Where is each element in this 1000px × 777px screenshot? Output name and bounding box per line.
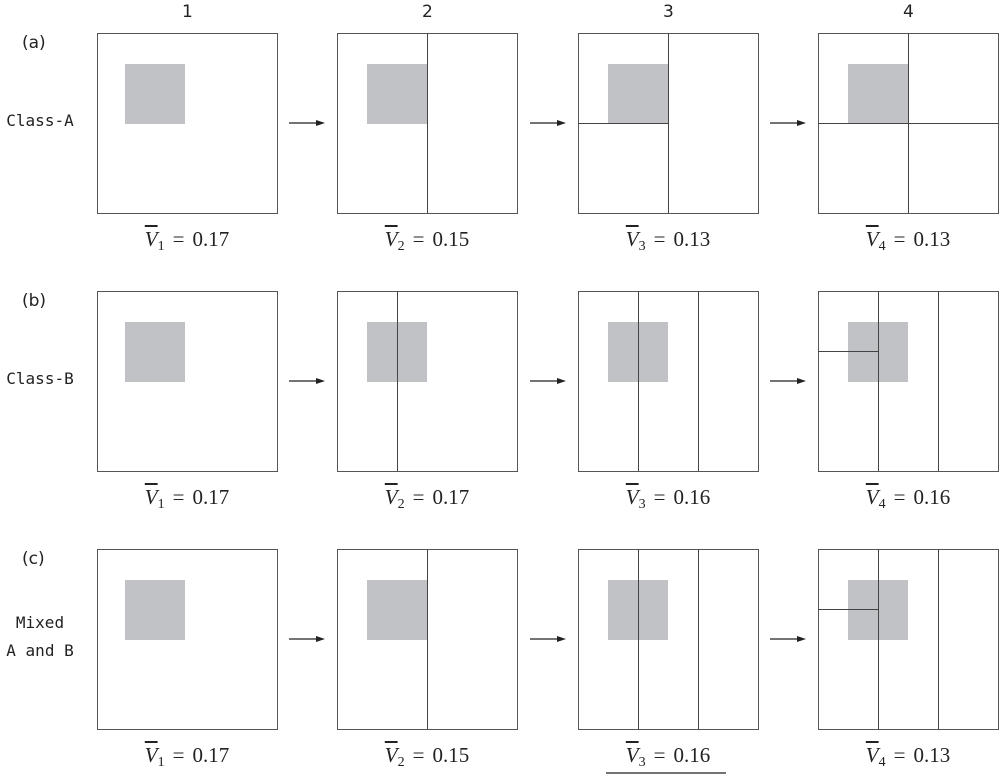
panel — [578, 549, 759, 730]
arrow-head — [797, 378, 806, 384]
panel — [818, 291, 999, 472]
caption: V4 = 0.16 — [818, 485, 998, 513]
index: 3 — [638, 239, 646, 254]
caption: V1 = 0.17 — [97, 485, 277, 513]
index: 4 — [878, 755, 886, 770]
gray-region — [367, 580, 427, 640]
symbol: V — [625, 743, 639, 767]
gray-region — [608, 64, 668, 124]
panel — [337, 291, 518, 472]
caption: V3 = 0.13 — [578, 227, 758, 255]
value: 0.13 — [913, 743, 951, 767]
caption: V2 = 0.15 — [337, 743, 517, 771]
gray-region — [848, 64, 908, 124]
gray-region — [125, 322, 185, 382]
caption: V4 = 0.13 — [818, 227, 998, 255]
index: 1 — [157, 239, 165, 254]
arrow-head — [557, 378, 566, 384]
symbol: V — [384, 485, 398, 509]
row-label: Class-B — [6, 369, 74, 388]
index: 3 — [638, 497, 646, 512]
index: 3 — [638, 755, 646, 770]
index: 2 — [397, 755, 405, 770]
arrow-head — [316, 120, 325, 126]
symbol: V — [384, 743, 398, 767]
operator: = — [412, 485, 425, 509]
symbol: V — [144, 743, 158, 767]
arrow-head — [557, 636, 566, 642]
caption: V3 = 0.16 — [578, 743, 758, 771]
panel — [97, 291, 278, 472]
caption: V1 = 0.17 — [97, 743, 277, 771]
operator: = — [893, 485, 906, 509]
symbol: V — [384, 227, 398, 251]
symbol: V — [625, 485, 639, 509]
arrow-head — [797, 636, 806, 642]
panel — [97, 549, 278, 730]
panel — [818, 549, 999, 730]
index: 4 — [878, 497, 886, 512]
symbol: V — [865, 227, 879, 251]
index: 1 — [157, 755, 165, 770]
index: 1 — [157, 497, 165, 512]
caption: V4 = 0.13 — [818, 743, 998, 771]
operator: = — [412, 743, 425, 767]
gray-region — [367, 64, 427, 124]
row-label: Class-A — [6, 111, 74, 130]
value: 0.17 — [432, 485, 470, 509]
row-tag: (a) — [22, 33, 46, 53]
operator: = — [653, 743, 666, 767]
caption: V3 = 0.16 — [578, 485, 758, 513]
arrow-head — [316, 378, 325, 384]
symbol: V — [865, 485, 879, 509]
gray-region — [125, 580, 185, 640]
symbol: V — [144, 227, 158, 251]
operator: = — [172, 227, 185, 251]
value: 0.16 — [673, 485, 711, 509]
column-header: 3 — [663, 2, 674, 22]
arrow-head — [557, 120, 566, 126]
operator: = — [653, 227, 666, 251]
operator: = — [172, 485, 185, 509]
column-header: 2 — [422, 2, 433, 22]
operator: = — [412, 227, 425, 251]
value: 0.15 — [432, 227, 470, 251]
value: 0.17 — [192, 743, 230, 767]
row-tag: (b) — [22, 291, 47, 311]
arrow-head — [797, 120, 806, 126]
value: 0.16 — [913, 485, 951, 509]
row-label: A and B — [6, 641, 74, 660]
value: 0.16 — [673, 743, 711, 767]
gray-region — [125, 64, 185, 124]
symbol: V — [144, 485, 158, 509]
index: 2 — [397, 239, 405, 254]
column-header: 1 — [182, 2, 193, 22]
operator: = — [172, 743, 185, 767]
row-label: Mixed — [15, 613, 65, 632]
column-header: 4 — [903, 2, 914, 22]
caption: V1 = 0.17 — [97, 227, 277, 255]
row-tag: (c) — [22, 549, 45, 569]
value: 0.13 — [673, 227, 711, 251]
caption: V2 = 0.17 — [337, 485, 517, 513]
value: 0.15 — [432, 743, 470, 767]
arrow-head — [316, 636, 325, 642]
caption: V2 = 0.15 — [337, 227, 517, 255]
value: 0.17 — [192, 227, 230, 251]
value: 0.17 — [192, 485, 230, 509]
operator: = — [893, 743, 906, 767]
value: 0.13 — [913, 227, 951, 251]
symbol: V — [625, 227, 639, 251]
operator: = — [653, 485, 666, 509]
panel — [578, 291, 759, 472]
index: 4 — [878, 239, 886, 254]
panel — [97, 33, 278, 214]
symbol: V — [865, 743, 879, 767]
index: 2 — [397, 497, 405, 512]
operator: = — [893, 227, 906, 251]
